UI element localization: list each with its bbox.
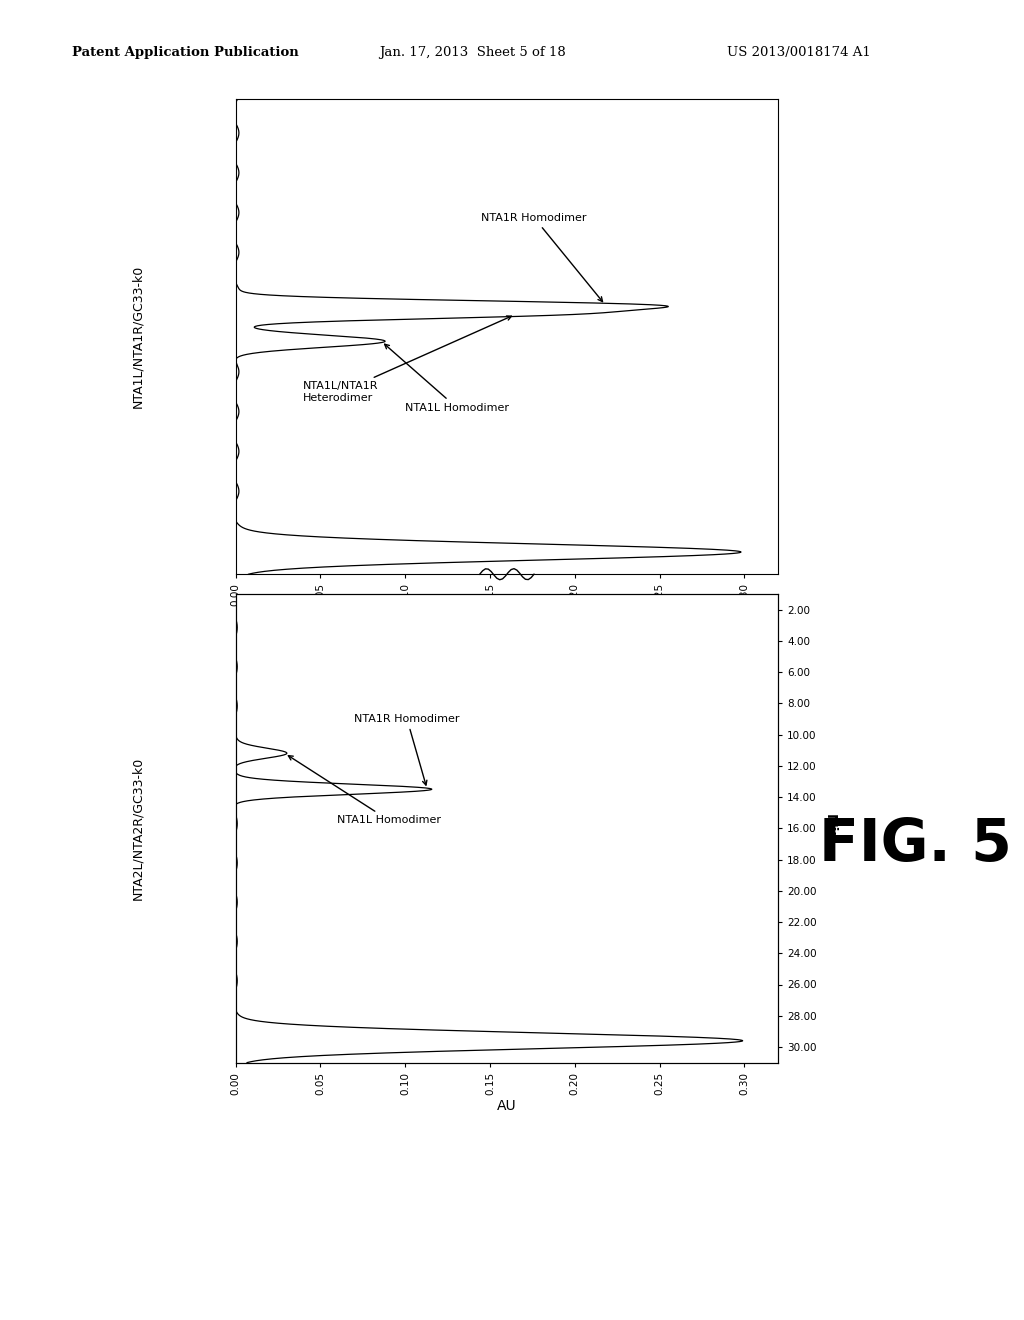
X-axis label: AU: AU xyxy=(497,1100,517,1113)
Text: NTA1L Homodimer: NTA1L Homodimer xyxy=(385,345,509,413)
Text: FIG. 5: FIG. 5 xyxy=(819,816,1012,874)
Text: US 2013/0018174 A1: US 2013/0018174 A1 xyxy=(727,46,870,59)
Text: NTA1R Homodimer: NTA1R Homodimer xyxy=(481,213,602,301)
Text: NTA1L/NTA1R
Heterodimer: NTA1L/NTA1R Heterodimer xyxy=(303,315,511,403)
Text: NTA1L Homodimer: NTA1L Homodimer xyxy=(289,755,441,825)
Text: Jan. 17, 2013  Sheet 5 of 18: Jan. 17, 2013 Sheet 5 of 18 xyxy=(379,46,565,59)
Y-axis label: Min: Min xyxy=(822,814,837,842)
Text: NTA1R Homodimer: NTA1R Homodimer xyxy=(354,714,460,785)
X-axis label: AU: AU xyxy=(497,611,517,624)
Text: NTA2L/NTA2R/GC33-k0: NTA2L/NTA2R/GC33-k0 xyxy=(132,756,144,900)
Text: NTA1L/NTA1R/GC33-k0: NTA1L/NTA1R/GC33-k0 xyxy=(132,265,144,408)
Text: Patent Application Publication: Patent Application Publication xyxy=(72,46,298,59)
